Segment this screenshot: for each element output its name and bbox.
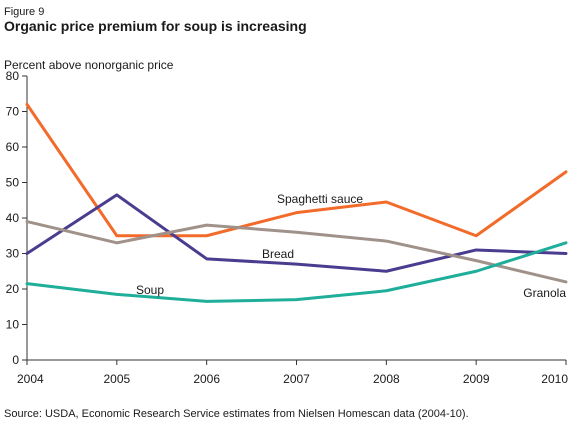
plot-area: 0 10 20 30 40 50 60 70 80 2004 2005 2006 2007 2008 200…: [6, 69, 569, 386]
figure-label: Figure 9: [4, 6, 44, 18]
y-tick-label: 70: [6, 105, 20, 119]
series-label-bread: Bread: [262, 247, 294, 261]
y-tick-label: 30: [6, 247, 20, 261]
series-line-spaghetti-sauce: [25, 102, 568, 238]
x-tick-label: 2004: [17, 372, 44, 386]
y-tick-label: 60: [6, 140, 20, 154]
series-label-soup: Soup: [136, 283, 164, 297]
y-tick-label: 0: [12, 353, 19, 367]
series-label-granola: Granola: [523, 286, 566, 300]
series-line-soup: [25, 241, 568, 303]
series-line-bread: [25, 193, 568, 273]
x-tick-label: 2007: [283, 372, 310, 386]
series-label-spaghetti-sauce: Spaghetti sauce: [277, 192, 363, 206]
x-tick-label: 2005: [103, 372, 130, 386]
x-tick-label: 2010: [541, 372, 568, 386]
chart-title: Organic price premium for soup is increa…: [4, 18, 307, 34]
x-tick-label: 2008: [373, 372, 400, 386]
series-line-granola: [25, 220, 568, 284]
x-tick-label: 2009: [463, 372, 490, 386]
y-tick-label: 20: [6, 282, 20, 296]
y-tick-label: 50: [6, 176, 20, 190]
y-axis-label: Percent above nonorganic price: [4, 58, 174, 72]
source-note: Source: USDA, Economic Research Service …: [4, 408, 469, 420]
y-tick-label: 80: [6, 69, 20, 83]
y-tick-label: 40: [6, 211, 20, 225]
x-tick-label: 2006: [193, 372, 220, 386]
y-tick-label: 10: [6, 318, 20, 332]
